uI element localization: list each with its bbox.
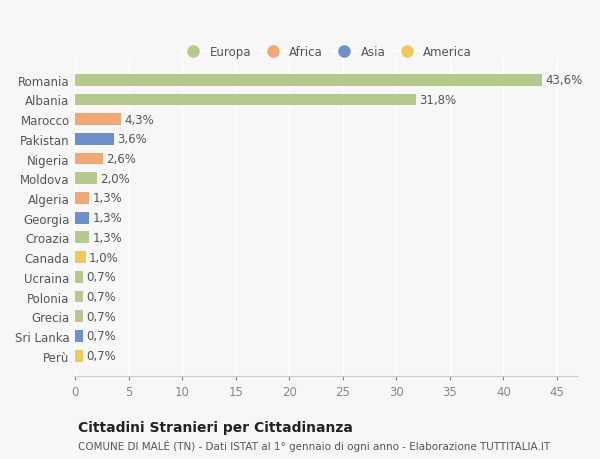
Bar xyxy=(75,173,97,185)
Bar xyxy=(75,311,83,323)
Bar xyxy=(75,213,89,224)
Text: 43,6%: 43,6% xyxy=(545,74,583,87)
Text: 0,7%: 0,7% xyxy=(86,291,116,303)
Bar xyxy=(75,193,89,204)
Bar xyxy=(75,75,542,86)
Bar xyxy=(75,134,114,146)
Bar xyxy=(75,95,416,106)
Text: 0,7%: 0,7% xyxy=(86,310,116,323)
Bar xyxy=(75,114,121,126)
Text: 2,0%: 2,0% xyxy=(100,173,130,185)
Text: 3,6%: 3,6% xyxy=(117,133,146,146)
Text: COMUNE DI MALÉ (TN) - Dati ISTAT al 1° gennaio di ogni anno - Elaborazione TUTTI: COMUNE DI MALÉ (TN) - Dati ISTAT al 1° g… xyxy=(78,439,550,451)
Bar xyxy=(75,271,83,283)
Text: 1,0%: 1,0% xyxy=(89,251,119,264)
Text: Cittadini Stranieri per Cittadinanza: Cittadini Stranieri per Cittadinanza xyxy=(78,420,353,434)
Text: 31,8%: 31,8% xyxy=(419,94,456,106)
Text: 0,7%: 0,7% xyxy=(86,349,116,363)
Bar xyxy=(75,350,83,362)
Text: 1,3%: 1,3% xyxy=(92,212,122,225)
Text: 1,3%: 1,3% xyxy=(92,231,122,244)
Text: 1,3%: 1,3% xyxy=(92,192,122,205)
Text: 4,3%: 4,3% xyxy=(124,113,154,126)
Bar xyxy=(75,252,86,263)
Bar xyxy=(75,291,83,303)
Text: 0,7%: 0,7% xyxy=(86,271,116,284)
Bar xyxy=(75,330,83,342)
Bar xyxy=(75,153,103,165)
Bar xyxy=(75,232,89,244)
Legend: Europa, Africa, Asia, America: Europa, Africa, Asia, America xyxy=(177,41,477,63)
Text: 2,6%: 2,6% xyxy=(106,153,136,166)
Text: 0,7%: 0,7% xyxy=(86,330,116,343)
